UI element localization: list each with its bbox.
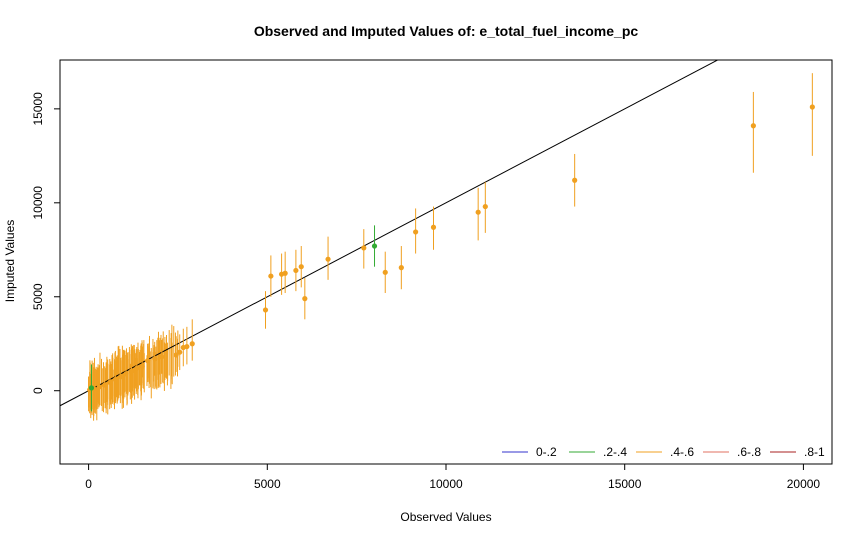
data-point bbox=[173, 352, 179, 358]
legend: 0-.2 .2-.4 .4-.6 .6-.8 .8-1 bbox=[502, 445, 825, 459]
legend-label: 0-.2 bbox=[536, 445, 557, 459]
data-point bbox=[430, 224, 437, 230]
data-point bbox=[177, 349, 183, 355]
x-tick-label: 15000 bbox=[608, 477, 642, 491]
data-point bbox=[262, 307, 269, 313]
chart-title: Observed and Imputed Values of: e_total_… bbox=[254, 23, 639, 39]
data-point bbox=[118, 374, 124, 380]
y-tick-label: 5000 bbox=[31, 283, 45, 310]
data-point bbox=[302, 296, 308, 302]
data-point bbox=[96, 384, 102, 390]
x-axis-label: Observed Values bbox=[400, 510, 491, 524]
data-point bbox=[482, 203, 488, 210]
data-point bbox=[475, 209, 481, 215]
data-point bbox=[398, 265, 404, 271]
y-axis: 0 5000 10000 15000 bbox=[31, 92, 61, 394]
x-axis: 0 5000 10000 15000 20000 bbox=[85, 463, 821, 491]
y-axis-label: Imputed Values bbox=[3, 220, 17, 303]
data-point bbox=[184, 343, 190, 350]
data-point bbox=[144, 358, 151, 364]
data-point bbox=[134, 365, 140, 371]
data-point bbox=[572, 177, 578, 183]
data-point bbox=[750, 123, 756, 129]
data-point bbox=[268, 273, 274, 279]
y-tick-label: 0 bbox=[31, 387, 45, 394]
data-point bbox=[128, 368, 135, 374]
data-point bbox=[88, 385, 95, 391]
legend-label: .6-.8 bbox=[737, 445, 761, 459]
data-point bbox=[189, 341, 195, 347]
plot-marks bbox=[60, 60, 815, 421]
y-tick-label: 15000 bbox=[31, 92, 45, 126]
data-point bbox=[102, 382, 108, 388]
data-point bbox=[361, 245, 367, 251]
data-point bbox=[123, 371, 129, 377]
data-point bbox=[139, 363, 145, 369]
data-point bbox=[107, 379, 113, 385]
legend-label: .4-.6 bbox=[670, 445, 694, 459]
data-point bbox=[112, 376, 118, 383]
data-point bbox=[325, 256, 331, 262]
x-tick-label: 10000 bbox=[429, 477, 463, 491]
legend-label: .2-.4 bbox=[603, 445, 627, 459]
x-tick-label: 20000 bbox=[787, 477, 821, 491]
x-tick-label: 0 bbox=[85, 477, 92, 491]
data-point bbox=[152, 356, 158, 362]
data-point bbox=[809, 104, 815, 110]
data-point bbox=[298, 264, 304, 270]
data-point bbox=[382, 269, 388, 275]
reference-line bbox=[60, 60, 719, 407]
x-tick-label: 5000 bbox=[254, 477, 281, 491]
data-point bbox=[293, 267, 299, 274]
data-point bbox=[282, 270, 288, 276]
y-tick-label: 10000 bbox=[31, 186, 45, 220]
plot-frame bbox=[59, 59, 833, 465]
data-point bbox=[371, 243, 378, 249]
legend-label: .8-1 bbox=[804, 445, 825, 459]
data-point bbox=[413, 229, 419, 235]
data-point bbox=[159, 354, 165, 360]
